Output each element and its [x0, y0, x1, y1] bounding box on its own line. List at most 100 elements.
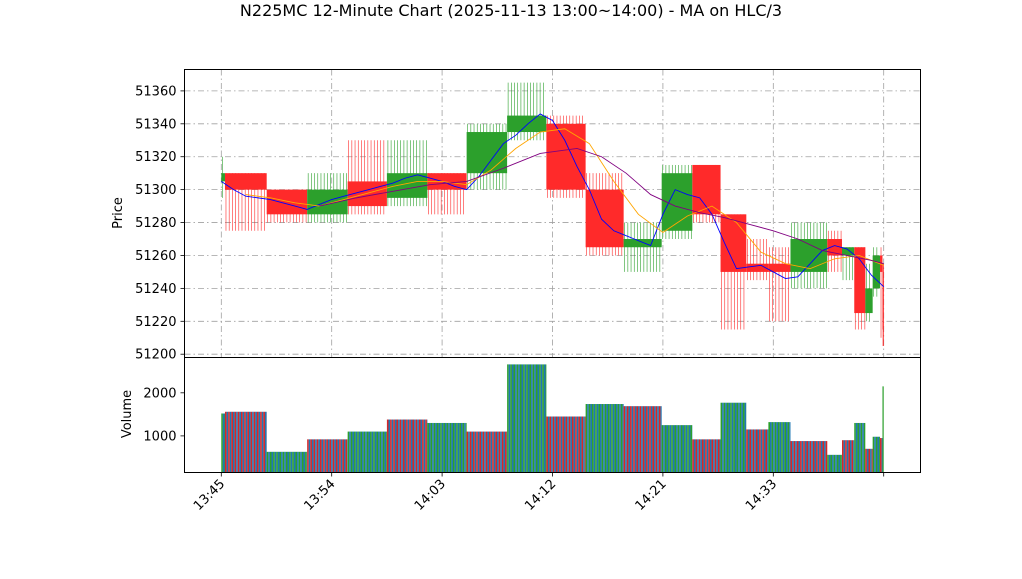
volume-bar-stripe: [364, 432, 366, 473]
volume-bar-stripe: [322, 439, 324, 472]
volume-bar-stripe: [745, 403, 747, 473]
volume-bar-stripe: [852, 440, 854, 472]
volume-bar-stripe: [696, 439, 698, 472]
volume-bar-stripe: [397, 420, 399, 473]
volume-bar-stripe: [697, 439, 699, 472]
volume-bar-stripe: [502, 432, 504, 473]
volume-bar-stripe: [616, 404, 618, 472]
volume-bar-stripe: [662, 425, 664, 472]
volume-bar-stripe: [281, 452, 283, 473]
volume-bar-stripe: [835, 455, 837, 473]
volume-bar-stripe: [816, 441, 818, 472]
candle: [746, 239, 768, 280]
price-axis-label: Price: [111, 197, 126, 229]
candle: [882, 264, 883, 346]
volume-bar-stripe: [751, 429, 753, 472]
volume-bar-stripe: [514, 364, 516, 472]
volume-bar-stripe: [794, 441, 796, 472]
volume-bar-stripe: [309, 439, 311, 472]
volume-bar-stripe: [725, 403, 727, 473]
volume-bar-stripe: [445, 423, 447, 473]
volume-bar-stripe: [401, 420, 403, 473]
volume-bar-stripe: [767, 429, 768, 472]
volume-bar-stripe: [279, 452, 281, 473]
volume-bar-stripe: [845, 440, 847, 472]
volume-bar-stripe: [471, 432, 473, 473]
volume-bar-stripe: [376, 432, 378, 473]
volume-bar-stripe: [400, 420, 402, 473]
volume-bar-stripe: [806, 441, 808, 472]
volume-bar-stripe: [644, 406, 646, 472]
volume-bar-stripe: [857, 423, 859, 473]
volume-bar-stripe: [510, 364, 512, 472]
volume-bar-stripe: [263, 412, 265, 473]
volume-bar-stripe: [342, 439, 344, 472]
volume-bar-stripe: [283, 452, 285, 473]
volume-bar-stripe: [360, 432, 362, 473]
volume-bar-stripe: [325, 439, 327, 472]
volume-bar-stripe: [414, 420, 416, 473]
volume-bar-stripe: [861, 423, 863, 473]
volume-bar-stripe: [578, 417, 580, 473]
volume-bar-stripe: [378, 432, 380, 473]
volume-bar-stripe: [348, 432, 350, 473]
candle: [221, 157, 225, 198]
volume-bar-stripe: [536, 364, 538, 472]
volume-bar-stripe: [840, 455, 842, 473]
volume-bar-stripe: [732, 403, 734, 473]
volume-bar-stripe: [489, 432, 491, 473]
volume-bar: [746, 429, 768, 472]
volume-bar-stripe: [297, 452, 299, 473]
volume-bar-stripe: [556, 417, 558, 473]
volume-bar-stripe: [810, 441, 812, 472]
volume-bar-stripe: [674, 425, 676, 472]
volume-bar-stripe: [689, 425, 691, 472]
volume-bar-stripe: [424, 420, 426, 473]
volume-bar-stripe: [317, 439, 319, 472]
volume-bar-stripe: [735, 403, 737, 473]
volume-bar-stripe: [387, 420, 389, 473]
volume-bar-stripe: [686, 425, 688, 472]
volume-bar-stripe: [373, 432, 375, 473]
volume-bar-stripe: [318, 439, 320, 472]
volume-bar-stripe: [231, 412, 233, 473]
volume-bar-stripe: [592, 404, 594, 472]
volume-bar-stripe: [230, 412, 232, 473]
volume-bar-stripe: [566, 417, 568, 473]
volume-bar-stripe: [656, 406, 658, 472]
volume-bar-stripe: [294, 452, 296, 473]
volume-bar: [768, 422, 790, 472]
volume-bar-stripe: [323, 439, 325, 472]
volume-bar-stripe: [559, 417, 561, 473]
volume-bar-stripe: [314, 439, 316, 472]
volume-bar-stripe: [554, 417, 556, 473]
volume-bar-stripe: [756, 429, 758, 472]
volume-bar-stripe: [729, 403, 731, 473]
volume-bar-stripe: [278, 452, 280, 473]
volume-bar-stripe: [574, 417, 576, 473]
volume-bar-stripe: [476, 432, 478, 473]
volume-bar-stripe: [713, 439, 715, 472]
volume-bar-stripe: [395, 420, 397, 473]
candle-body: [221, 173, 225, 181]
volume-bar-stripe: [372, 432, 374, 473]
price-tick-label: 51280: [135, 216, 176, 231]
volume-bar-stripe: [838, 455, 840, 473]
x-tick-label: 13:45: [191, 477, 228, 514]
volume-bar: [221, 413, 225, 472]
volume-bar-stripe: [870, 449, 872, 473]
volume-bar-stripe: [659, 406, 661, 472]
volume-bars: [221, 364, 883, 472]
volume-bar-stripe: [375, 432, 377, 473]
volume-bar-stripe: [352, 432, 354, 473]
volume-bar-stripe: [786, 422, 788, 472]
volume-bar-stripe: [753, 429, 755, 472]
volume-bar-stripe: [359, 432, 361, 473]
volume-bar-stripe: [473, 432, 475, 473]
volume-bar-stripe: [848, 440, 850, 472]
volume-bar-stripe: [367, 432, 369, 473]
volume-bar-stripe: [741, 403, 743, 473]
volume-bar-stripe: [867, 449, 869, 473]
volume-bar-stripe: [630, 406, 632, 472]
